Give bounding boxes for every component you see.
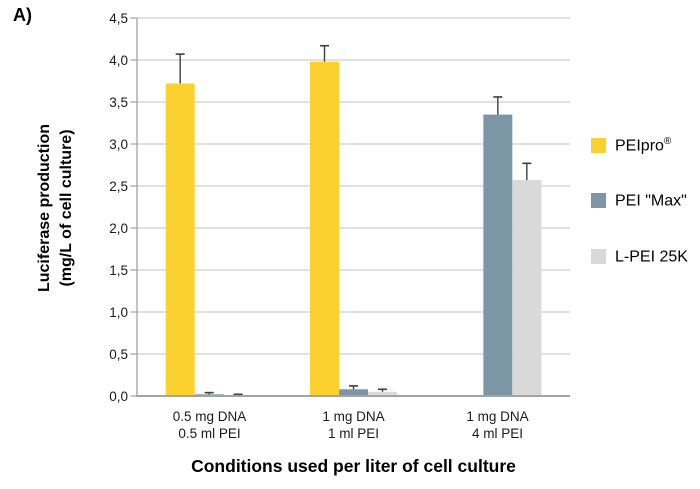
- bar-series1-group1: [165, 83, 195, 397]
- chart-legend: PEIpro® PEI "Max" L-PEI 25K: [591, 136, 688, 266]
- y-tick-label: 2,0: [109, 221, 128, 236]
- y-tick-label: 4,0: [109, 53, 128, 68]
- legend-label-peipro: PEIpro®: [615, 136, 671, 155]
- panel-label: A): [13, 5, 32, 25]
- y-tick-label: 0,0: [109, 389, 128, 404]
- x-category-label-2-line2: 1 ml PEI: [327, 425, 379, 441]
- bar-series2-group3: [483, 114, 513, 396]
- x-category-label-2: 1 mg DNA 1 ml PEI: [281, 409, 426, 442]
- y-tick-label: 2,5: [109, 179, 128, 194]
- x-category-label-3-line1: 1 mg DNA: [466, 409, 529, 424]
- legend-item-peipro: PEIpro®: [591, 136, 688, 155]
- y-tick-label: 3,5: [109, 95, 128, 110]
- y-tick-label: 4,5: [109, 11, 128, 26]
- x-category-label-1-line2: 0.5 ml PEI: [178, 425, 241, 441]
- legend-label-peipro-sup: ®: [663, 136, 672, 147]
- y-tick-label: 0,5: [109, 347, 128, 362]
- legend-label-pei-max-text: PEI "Max": [615, 192, 687, 210]
- legend-swatch-pei-max: [591, 193, 606, 209]
- bar-series3-group3: [512, 180, 542, 396]
- legend-label-lpei-25k-text: L-PEI 25K: [615, 247, 688, 265]
- x-category-label-2-line1: 1 mg DNA: [322, 409, 385, 424]
- x-category-label-3: 1 mg DNA 4 ml PEI: [425, 409, 570, 442]
- legend-swatch-peipro: [591, 138, 606, 154]
- bar-series3-group2: [368, 391, 397, 396]
- legend-item-lpei-25k: L-PEI 25K: [591, 247, 688, 266]
- legend-item-pei-max: PEI "Max": [591, 191, 688, 210]
- x-category-label-1-line1: 0.5 mg DNA: [172, 409, 247, 424]
- x-category-label-3-line2: 4 ml PEI: [471, 425, 523, 441]
- legend-label-pei-max: PEI "Max": [615, 191, 687, 210]
- legend-label-lpei-25k: L-PEI 25K: [615, 247, 688, 266]
- legend-swatch-lpei-25k: [591, 248, 606, 264]
- x-axis-title: Conditions used per liter of cell cultur…: [191, 456, 516, 476]
- bar-series2-group2: [339, 389, 368, 396]
- x-category-label-1: 0.5 mg DNA 0.5 ml PEI: [137, 409, 282, 442]
- y-tick-label: 1,0: [109, 305, 128, 320]
- y-tick-label: 1,5: [109, 263, 128, 278]
- y-tick-label: 3,0: [109, 137, 128, 152]
- legend-label-peipro-text: PEIpro: [615, 137, 664, 155]
- bar-series1-group2: [310, 61, 339, 397]
